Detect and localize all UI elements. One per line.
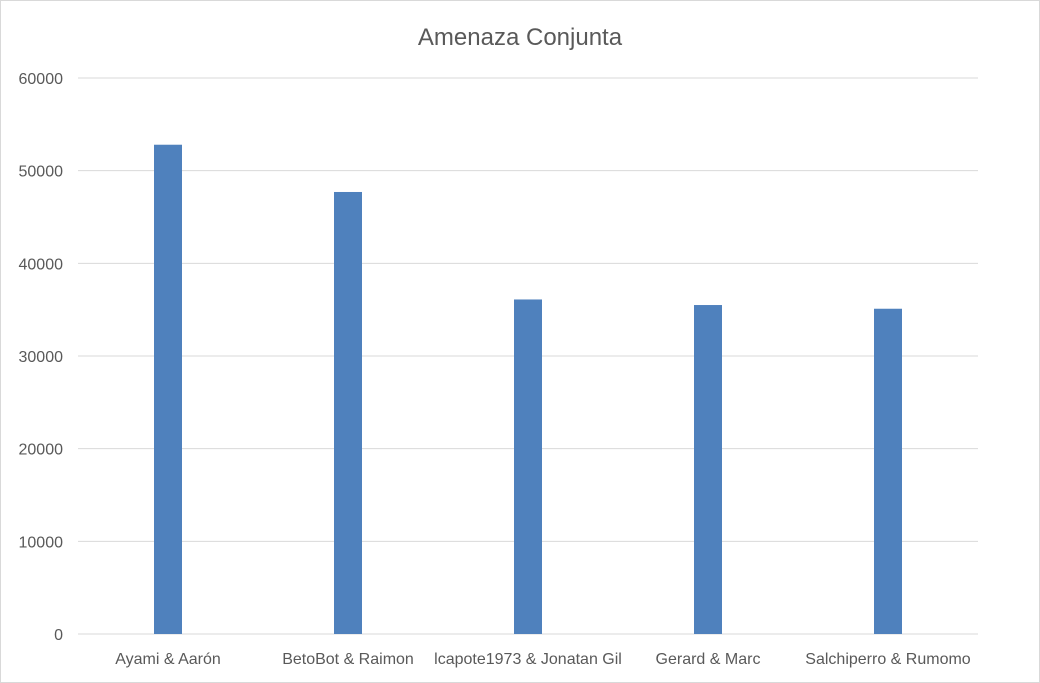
y-tick-label: 10000 xyxy=(19,534,64,551)
y-tick-label: 50000 xyxy=(19,164,64,181)
chart-title: Amenaza Conjunta xyxy=(418,24,623,51)
bar xyxy=(514,299,542,634)
x-tick-label: Gerard & Marc xyxy=(656,651,761,668)
x-axis-labels: Ayami & Aarón BetoBot & Raimon lcapote1973… xyxy=(115,651,971,668)
x-tick-label: Salchiperro & Rumomo xyxy=(805,651,971,668)
bar xyxy=(334,191,362,635)
y-axis-ticks: 0 10000 20000 30000 40000 50000 60000 xyxy=(19,71,64,644)
y-tick-label: 30000 xyxy=(19,349,64,366)
y-tick-label: 20000 xyxy=(19,442,64,459)
x-tick-label: BetoBot & Raimon xyxy=(282,651,414,668)
x-tick-label: Ayami & Aarón xyxy=(115,651,221,668)
gridlines xyxy=(78,77,978,635)
bar xyxy=(874,308,902,634)
y-tick-label: 0 xyxy=(54,627,63,644)
x-tick-label: lcapote1973 & Jonatan Gil xyxy=(434,651,622,668)
bars xyxy=(154,144,902,635)
bar xyxy=(154,144,182,634)
y-tick-label: 60000 xyxy=(19,71,64,88)
bar xyxy=(694,305,722,634)
y-tick-label: 40000 xyxy=(19,256,64,273)
